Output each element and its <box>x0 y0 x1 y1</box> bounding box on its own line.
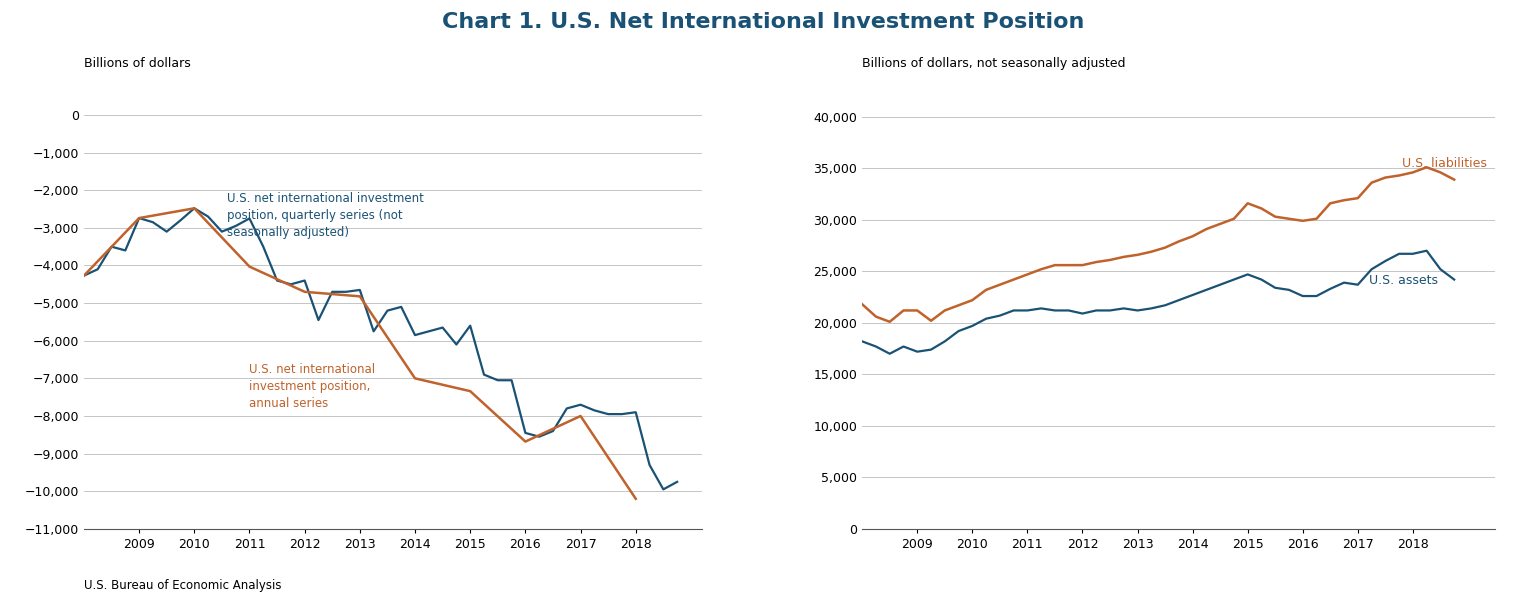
Text: Billions of dollars, not seasonally adjusted: Billions of dollars, not seasonally adju… <box>862 57 1126 70</box>
Text: U.S. liabilities: U.S. liabilities <box>1402 157 1486 169</box>
Text: Billions of dollars: Billions of dollars <box>84 57 191 70</box>
Text: Chart 1. U.S. Net International Investment Position: Chart 1. U.S. Net International Investme… <box>443 12 1083 32</box>
Text: U.S. assets: U.S. assets <box>1369 274 1437 287</box>
Text: U.S. net international
investment position,
annual series: U.S. net international investment positi… <box>249 364 375 410</box>
Text: U.S. Bureau of Economic Analysis: U.S. Bureau of Economic Analysis <box>84 579 281 592</box>
Text: U.S. net international investment
position, quarterly series (not
seasonally adj: U.S. net international investment positi… <box>227 192 424 239</box>
